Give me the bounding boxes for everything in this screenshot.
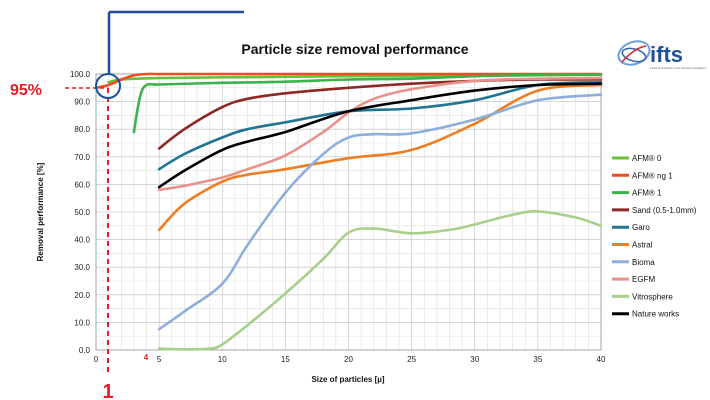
y-tick-label: 80.0 [74, 125, 90, 134]
y-tick-label: 100.0 [70, 70, 91, 79]
y-tick-label: 70.0 [74, 153, 90, 162]
legend-label: Garo [632, 223, 650, 232]
series-line-garo [157, 81, 603, 171]
marker-1-label: 1 [102, 381, 113, 400]
x-tick-label: 30 [470, 355, 479, 364]
x-tick-labels: 0 5 10 15 20 25 30 35 40 [94, 355, 606, 364]
y-tick-labels: 0.0 10.0 20.0 30.0 40.0 50.0 60.0 70.0 80.0 90.0 1… [70, 70, 91, 355]
marker-4-tick-label: 4 [144, 353, 149, 362]
series-lines [94, 72, 603, 351]
x-tick-label: 40 [597, 355, 606, 364]
grid [95, 73, 602, 351]
y-tick-label: 40.0 [74, 236, 90, 245]
y-tick-label: 90.0 [74, 98, 90, 107]
series-line-sand-0-5-1-0mm [157, 78, 603, 150]
callout-bracket [107, 10, 244, 74]
x-axis-label: Size of particles [µ] [311, 375, 384, 384]
series-line-afm-ng-1 [94, 72, 603, 90]
y-tick-label: 0.0 [79, 346, 91, 355]
series-line-nature-works [157, 82, 603, 189]
legend: AFM® 0 AFM® ng 1 AFM® 1 Sand (0.5-1.0mm) Gar… [612, 154, 697, 319]
legend-label: AFM® 0 [632, 154, 662, 163]
x-tick-label: 0 [94, 355, 99, 364]
threshold-annotation: 95% 1 4 [10, 73, 149, 400]
legend-label: EGFM [632, 275, 655, 284]
logo-text: ifts [650, 42, 683, 67]
logo-subtitle: Institut de la Filtration et des Techniq… [650, 67, 707, 70]
series-line-astral [157, 83, 603, 232]
legend-label: Astral [632, 241, 653, 250]
legend-label: AFM® 1 [632, 189, 662, 198]
y-tick-label: 20.0 [74, 291, 90, 300]
series-line-vitrosphere [157, 210, 603, 351]
legend-label: Bioma [632, 258, 655, 267]
y-tick-label: 50.0 [74, 208, 90, 217]
y-axis-label: Removal performance [%] [36, 162, 45, 261]
x-tick-label: 35 [533, 355, 542, 364]
legend-label: Nature works [632, 310, 679, 319]
x-tick-label: 20 [344, 355, 353, 364]
x-tick-label: 15 [281, 355, 290, 364]
y-tick-label: 30.0 [74, 263, 90, 272]
legend-label: AFM® ng 1 [632, 171, 673, 180]
chart-title: Particle size removal performance [241, 41, 468, 57]
x-tick-label: 5 [157, 355, 162, 364]
y-tick-label: 10.0 [74, 318, 90, 327]
series-line-egfm [157, 76, 603, 192]
x-tick-label: 10 [218, 355, 227, 364]
legend-label: Vitrosphere [632, 292, 673, 301]
y-tick-label: 60.0 [74, 180, 90, 189]
series-line-afm-1 [132, 73, 603, 134]
ifts-logo: ifts Institut de la Filtration et des Te… [617, 40, 707, 70]
percent-95-label: 95% [10, 82, 42, 99]
x-tick-label: 25 [407, 355, 416, 364]
legend-label: Sand (0.5-1.0mm) [632, 206, 697, 215]
series-line-bioma [157, 93, 603, 331]
